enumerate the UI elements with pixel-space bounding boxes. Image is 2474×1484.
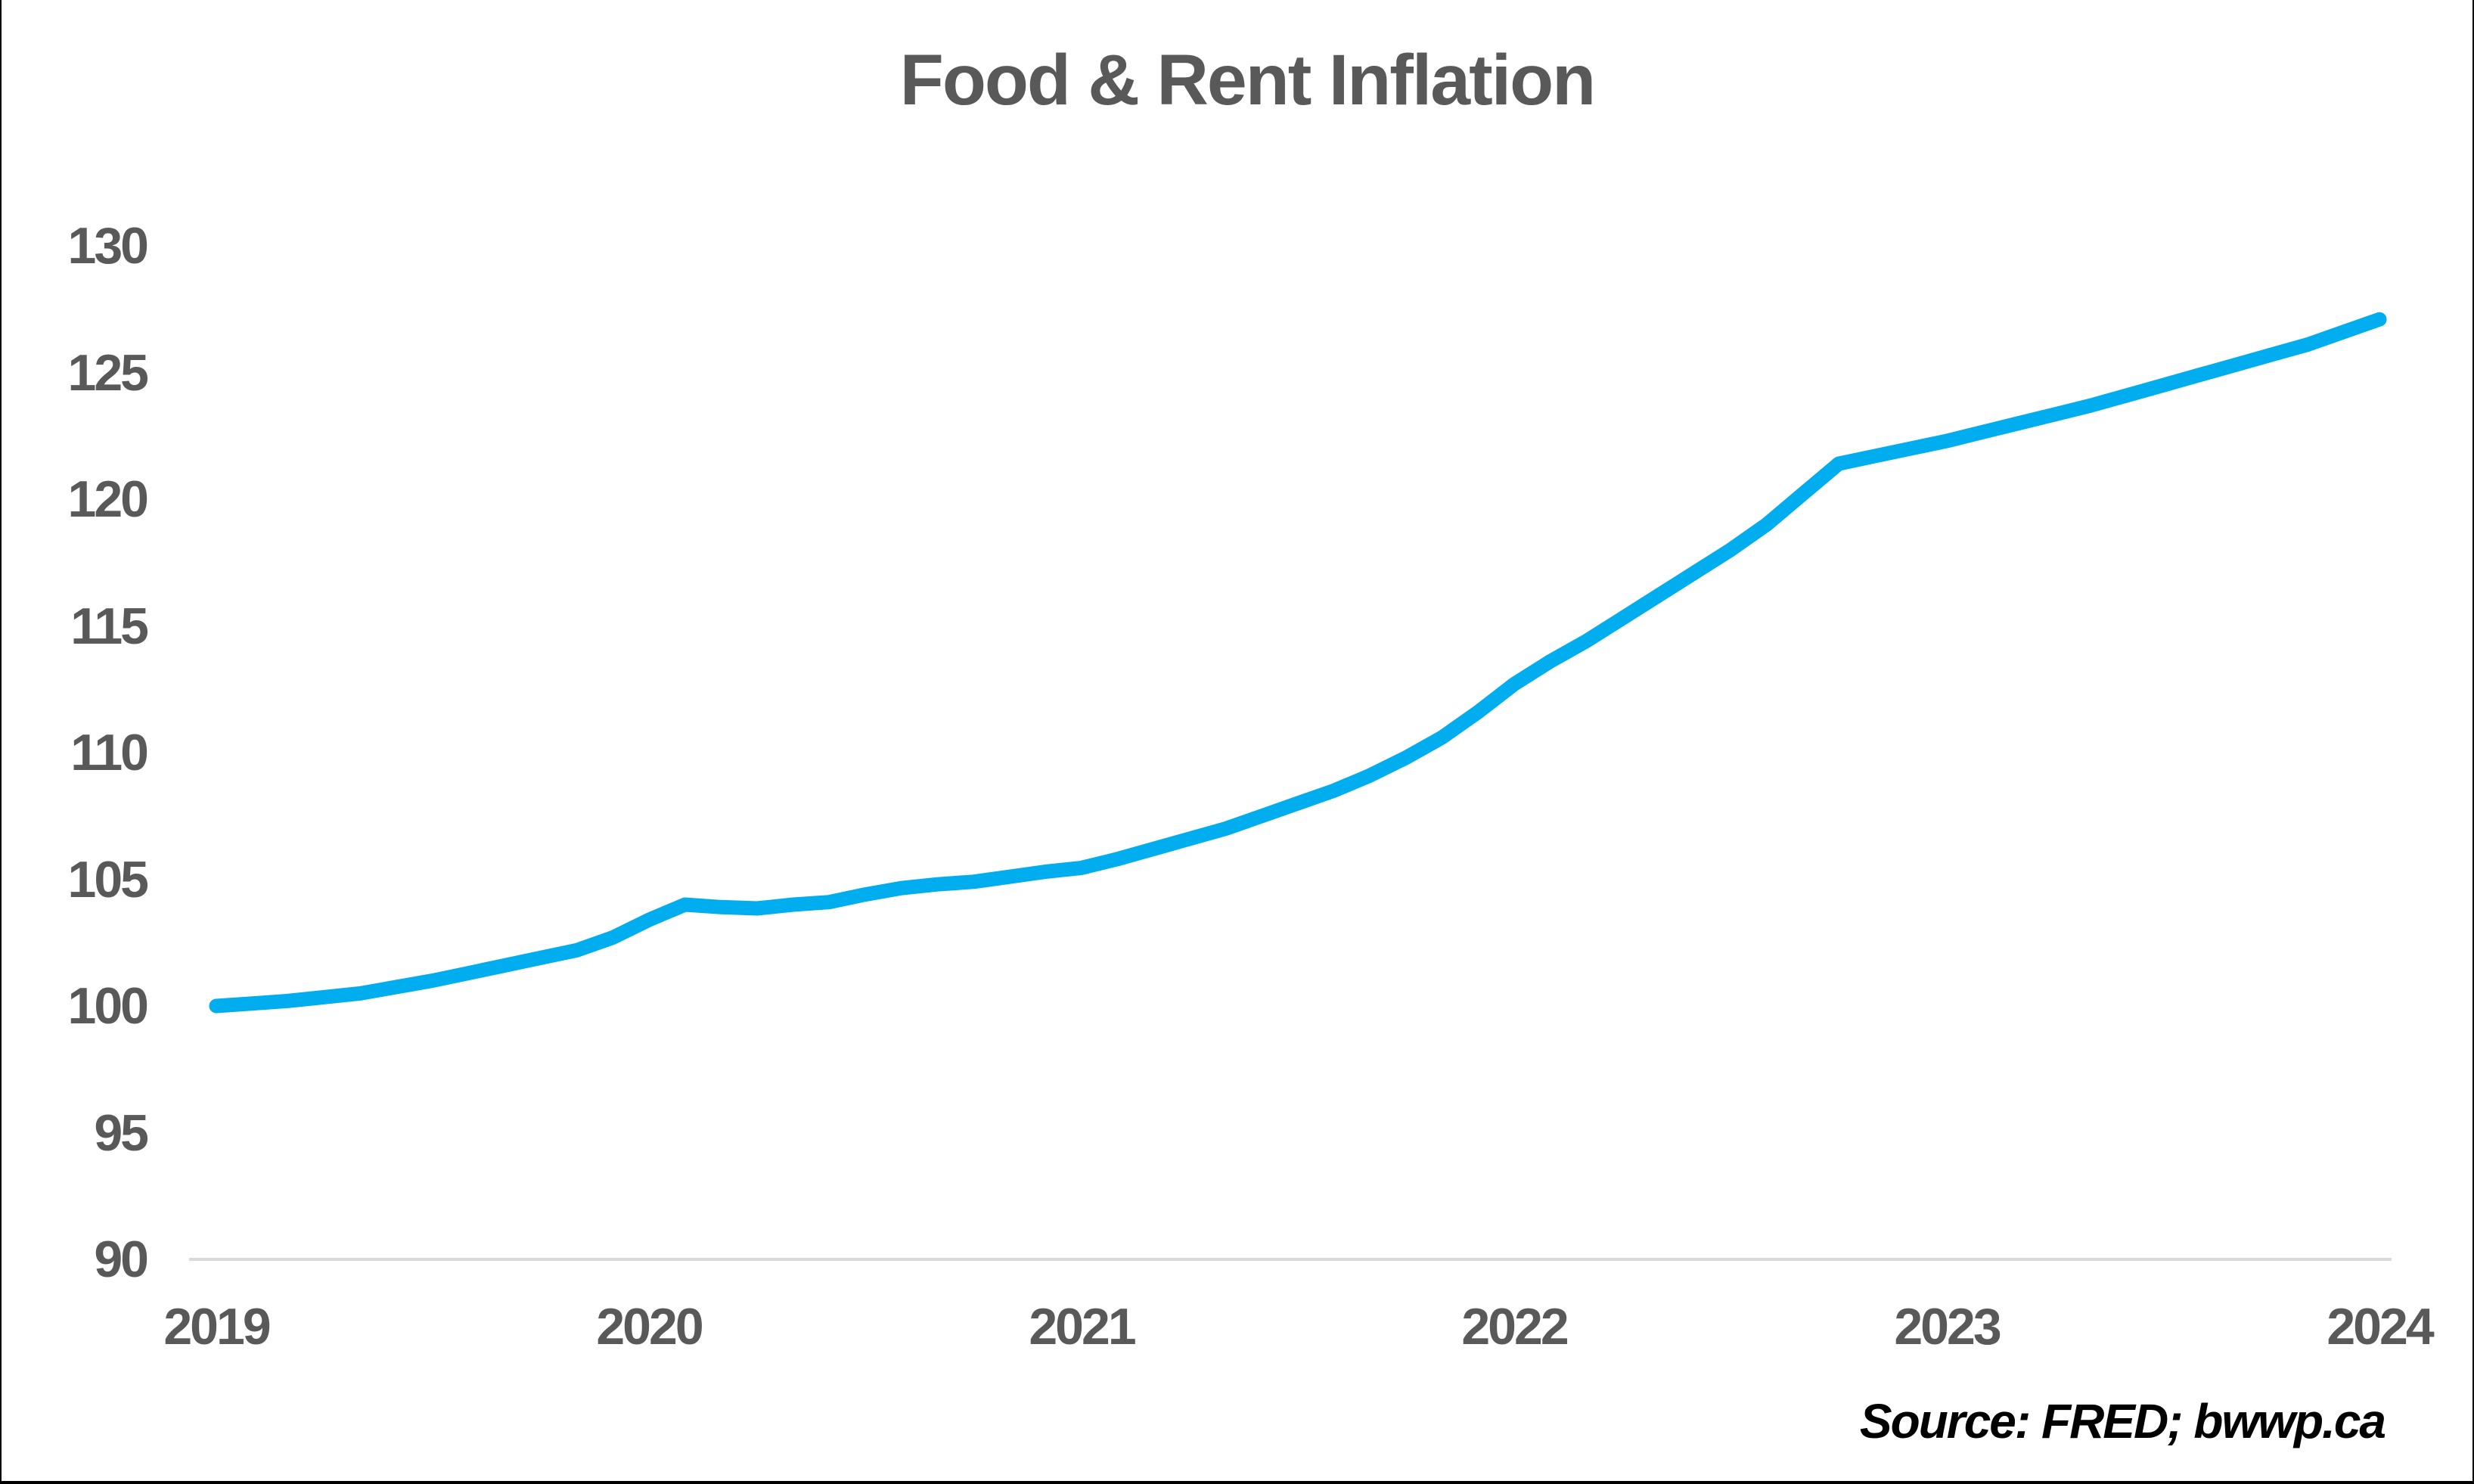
- source-note: Source: FRED; bwwp.ca: [1859, 1394, 2386, 1448]
- y-axis-label: 100: [67, 977, 149, 1035]
- x-axis-label: 2023: [1894, 1298, 2001, 1355]
- y-axis-label: 110: [70, 724, 149, 781]
- y-axis-label: 105: [67, 850, 149, 908]
- y-axis-label: 95: [94, 1104, 149, 1162]
- x-axis-label: 2024: [2327, 1298, 2434, 1355]
- x-axis-label: 2022: [1461, 1298, 1569, 1355]
- x-axis-label: 2019: [163, 1298, 271, 1355]
- y-axis-label: 130: [67, 217, 149, 275]
- y-axis-label: 120: [67, 470, 149, 528]
- x-axis-label: 2020: [596, 1298, 703, 1355]
- inflation-line: [209, 312, 2387, 1014]
- chart-title: Food & Rent Inflation: [899, 40, 1596, 120]
- y-axis-label: 115: [70, 597, 149, 655]
- y-axis-label: 90: [94, 1231, 149, 1288]
- x-axis-label: 2021: [1029, 1298, 1136, 1355]
- y-axis-label: 125: [67, 343, 149, 402]
